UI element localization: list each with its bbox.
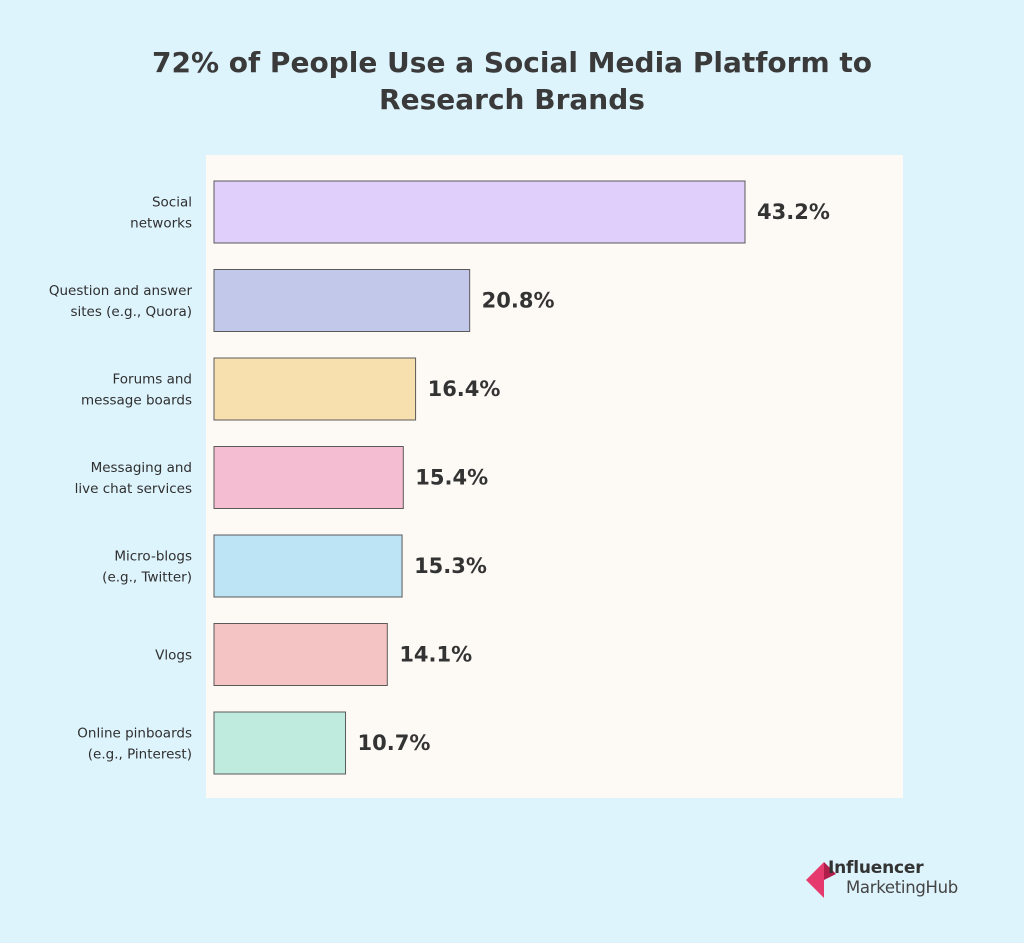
category-label-line: Forums and <box>112 372 192 388</box>
value-label: 10.7% <box>358 731 431 755</box>
bar-group: 43.2% Social networks <box>130 180 830 244</box>
bar <box>213 623 388 686</box>
bar <box>213 534 403 598</box>
bar-group: 20.8% Question and answer sites (e.g., Quo… <box>49 269 555 332</box>
value-label: 14.1% <box>399 643 472 667</box>
value-label: 20.8% <box>482 289 555 313</box>
category-label-line: Micro-blogs <box>114 549 192 565</box>
bar-group: 15.4% Messaging and live chat services <box>75 446 488 509</box>
category-label: Forums and message boards <box>81 372 192 409</box>
category-label: Vlogs <box>155 648 192 664</box>
category-label: Messaging and live chat services <box>75 460 192 497</box>
category-label-line: message boards <box>81 393 192 409</box>
brand-logo: Influencer MarketingHub <box>806 858 976 902</box>
category-label-line: (e.g., Pinterest) <box>88 747 192 763</box>
brand-mark-icon <box>806 862 836 898</box>
brand-name-line-1: Influencer <box>828 858 924 878</box>
chart-title-line-2: Research Brands <box>379 83 645 116</box>
bar <box>213 711 347 775</box>
value-label: 15.4% <box>415 466 488 490</box>
category-label-line: sites (e.g., Quora) <box>70 304 192 320</box>
category-label: Question and answer sites (e.g., Quora) <box>49 283 193 320</box>
bar-group: 15.3% Micro-blogs (e.g., Twitter) <box>102 534 487 598</box>
category-label-line: (e.g., Twitter) <box>102 570 192 586</box>
value-label: 16.4% <box>428 377 501 401</box>
chart-title: 72% of People Use a Social Media Platfor… <box>0 44 1024 118</box>
bar-group: 14.1% Vlogs <box>155 623 472 686</box>
category-label-line: live chat services <box>75 481 192 497</box>
category-label: Social networks <box>130 195 192 232</box>
category-label-line: Messaging and <box>91 460 192 476</box>
bar <box>213 180 746 244</box>
bar-group: 10.7% Online pinboards (e.g., Pinterest) <box>77 711 431 775</box>
category-label: Online pinboards (e.g., Pinterest) <box>77 726 192 763</box>
bar <box>213 357 417 421</box>
category-label-line: Vlogs <box>155 648 192 664</box>
bar <box>213 446 404 509</box>
value-label: 15.3% <box>414 554 487 578</box>
category-label-line: networks <box>130 216 192 232</box>
category-label-line: Online pinboards <box>77 726 192 742</box>
bar <box>213 269 471 332</box>
brand-name-line-2: MarketingHub <box>846 878 958 897</box>
value-label: 43.2% <box>757 200 830 224</box>
category-label-line: Social <box>152 195 192 211</box>
bar-group: 16.4% Forums and message boards <box>81 357 501 421</box>
chart-title-line-1: 72% of People Use a Social Media Platfor… <box>152 46 872 79</box>
category-label-line: Question and answer <box>49 283 193 299</box>
category-label: Micro-blogs (e.g., Twitter) <box>102 549 192 586</box>
